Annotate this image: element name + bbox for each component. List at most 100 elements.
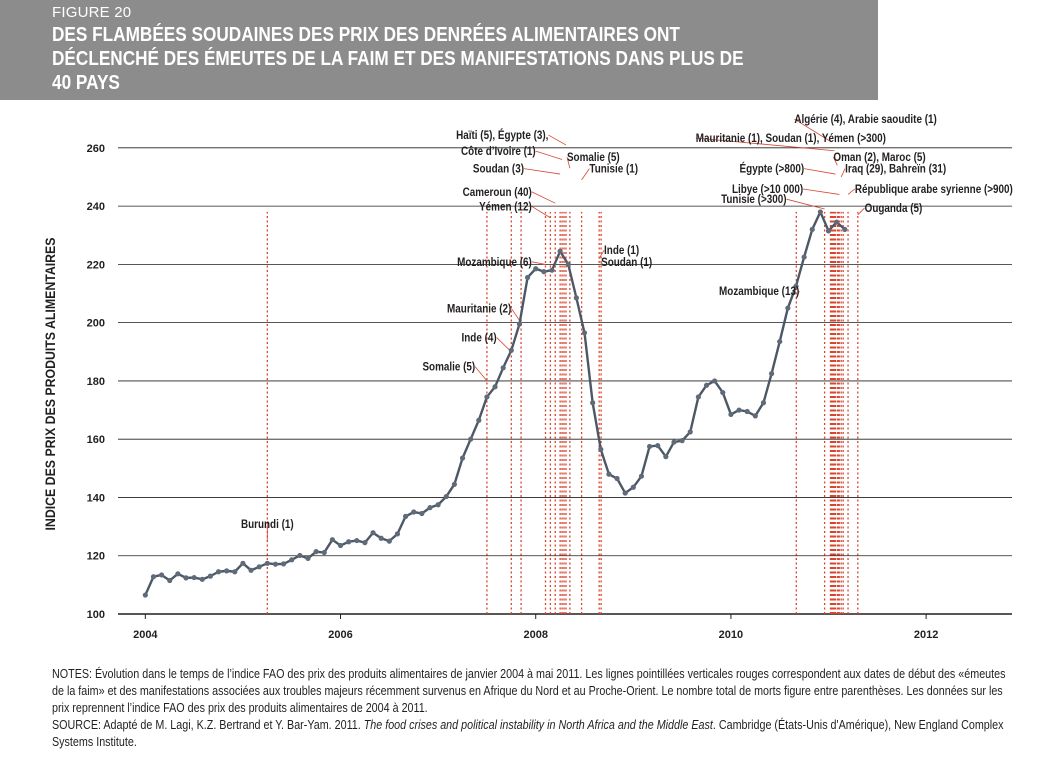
data-point <box>248 567 254 573</box>
data-point <box>468 436 474 442</box>
data-point <box>435 502 441 508</box>
data-point <box>175 571 181 577</box>
annotation-leader <box>786 198 825 210</box>
data-point <box>573 295 579 301</box>
y-tick-label: 120 <box>87 551 105 563</box>
source-suffix: . Cambridge (États-Unis d'Amérique), New… <box>52 718 1004 749</box>
annotation-label: Égypte (>800) <box>740 162 805 176</box>
data-point <box>394 531 401 537</box>
data-point <box>362 540 368 546</box>
data-point <box>549 267 555 273</box>
y-tick-label: 160 <box>87 434 105 446</box>
data-point <box>565 261 571 267</box>
data-point <box>760 400 767 406</box>
data-point <box>720 389 726 396</box>
data-point <box>402 513 409 519</box>
data-point <box>736 407 742 413</box>
data-point <box>655 442 661 449</box>
annotation-label: Mauritanie (1), Soudan (1), Yémen (>300) <box>696 132 887 145</box>
data-point <box>240 560 246 566</box>
data-point <box>224 568 230 574</box>
data-point <box>370 530 376 536</box>
data-point <box>581 330 588 336</box>
annotation-leader <box>496 337 512 353</box>
data-point <box>142 592 148 598</box>
data-point <box>264 560 270 566</box>
figure-label: FIGURE 20 <box>52 4 132 21</box>
data-point <box>809 226 815 233</box>
annotation-leader <box>566 156 571 169</box>
annotation-leader <box>531 261 546 265</box>
y-tick-label: 180 <box>87 376 105 388</box>
annotation-leader <box>523 168 561 175</box>
data-point <box>801 254 807 260</box>
series-line <box>144 210 846 596</box>
data-point <box>817 209 823 215</box>
data-point <box>451 481 457 487</box>
data-point <box>508 347 514 353</box>
annotation-label: Mozambique (6) <box>457 256 532 269</box>
data-point <box>622 490 628 496</box>
data-point <box>346 539 352 545</box>
data-point <box>272 561 279 567</box>
data-point <box>630 484 636 490</box>
data-point <box>671 439 677 445</box>
data-point <box>557 248 563 254</box>
annotation-label: Tunisie (>300) <box>721 194 787 207</box>
annotation-leader <box>857 207 865 216</box>
data-point <box>158 572 165 578</box>
data-point <box>256 564 262 570</box>
annotation-label: Mauritanie (2) <box>447 303 512 316</box>
data-point <box>834 219 840 225</box>
data-point <box>411 509 417 515</box>
data-point <box>232 569 238 575</box>
data-point <box>150 574 157 580</box>
annotation-label: Tunisie (1) <box>589 163 638 176</box>
data-point <box>598 446 604 452</box>
data-point <box>378 535 384 541</box>
x-tick-label: 2004 <box>133 629 158 641</box>
annotation-leader <box>840 168 846 178</box>
data-point <box>492 384 498 390</box>
annotation-leader <box>531 191 556 204</box>
annotation-label: Inde (4) <box>462 332 498 345</box>
data-point <box>590 400 596 406</box>
data-point <box>533 266 539 272</box>
x-tick-label: 2010 <box>719 629 743 641</box>
data-point <box>427 505 433 511</box>
annotation-leader <box>535 150 563 160</box>
data-point <box>768 371 775 377</box>
annotation-label: Burundi (1) <box>241 518 294 531</box>
data-point <box>321 549 327 556</box>
y-tick-label: 240 <box>87 201 105 213</box>
data-point <box>167 577 173 584</box>
data-point <box>215 569 222 575</box>
annotation-label: Iraq (29), Bahreïn (31) <box>845 163 946 176</box>
annotation-label: Soudan (1) <box>601 256 652 269</box>
data-point <box>728 411 734 418</box>
notes-block: NOTES: Évolution dans le temps de l’indi… <box>52 666 1015 751</box>
title-banner <box>0 0 878 100</box>
figure-title: DES FLAMBÉES SOUDAINES DES PRIX DES DENR… <box>52 24 744 94</box>
annotation-leader <box>795 290 800 300</box>
data-point <box>199 576 205 582</box>
data-point <box>500 365 506 371</box>
source-title: The food crises and political instabilit… <box>363 718 713 732</box>
annotation-label: Ouganda (5) <box>865 202 923 215</box>
data-point <box>516 321 523 327</box>
data-point <box>313 549 319 555</box>
y-tick-label: 220 <box>87 259 105 271</box>
x-tick-label: 2008 <box>523 629 547 641</box>
data-point <box>638 473 645 479</box>
data-point <box>443 493 449 500</box>
annotation-leader <box>581 168 590 181</box>
data-point <box>476 417 482 423</box>
data-point <box>280 561 287 567</box>
annotation-label: Côte d’Ivoire (1) <box>461 145 536 158</box>
data-point <box>354 537 360 544</box>
annotation-label: Algérie (4), Arabie saoudite (1) <box>794 113 937 126</box>
annotation-label: Oman (2), Maroc (5) <box>833 151 926 164</box>
annotation-leader <box>847 188 856 195</box>
source-prefix: SOURCE: Adapté de M. Lagi, K.Z. Bertrand… <box>52 718 364 732</box>
